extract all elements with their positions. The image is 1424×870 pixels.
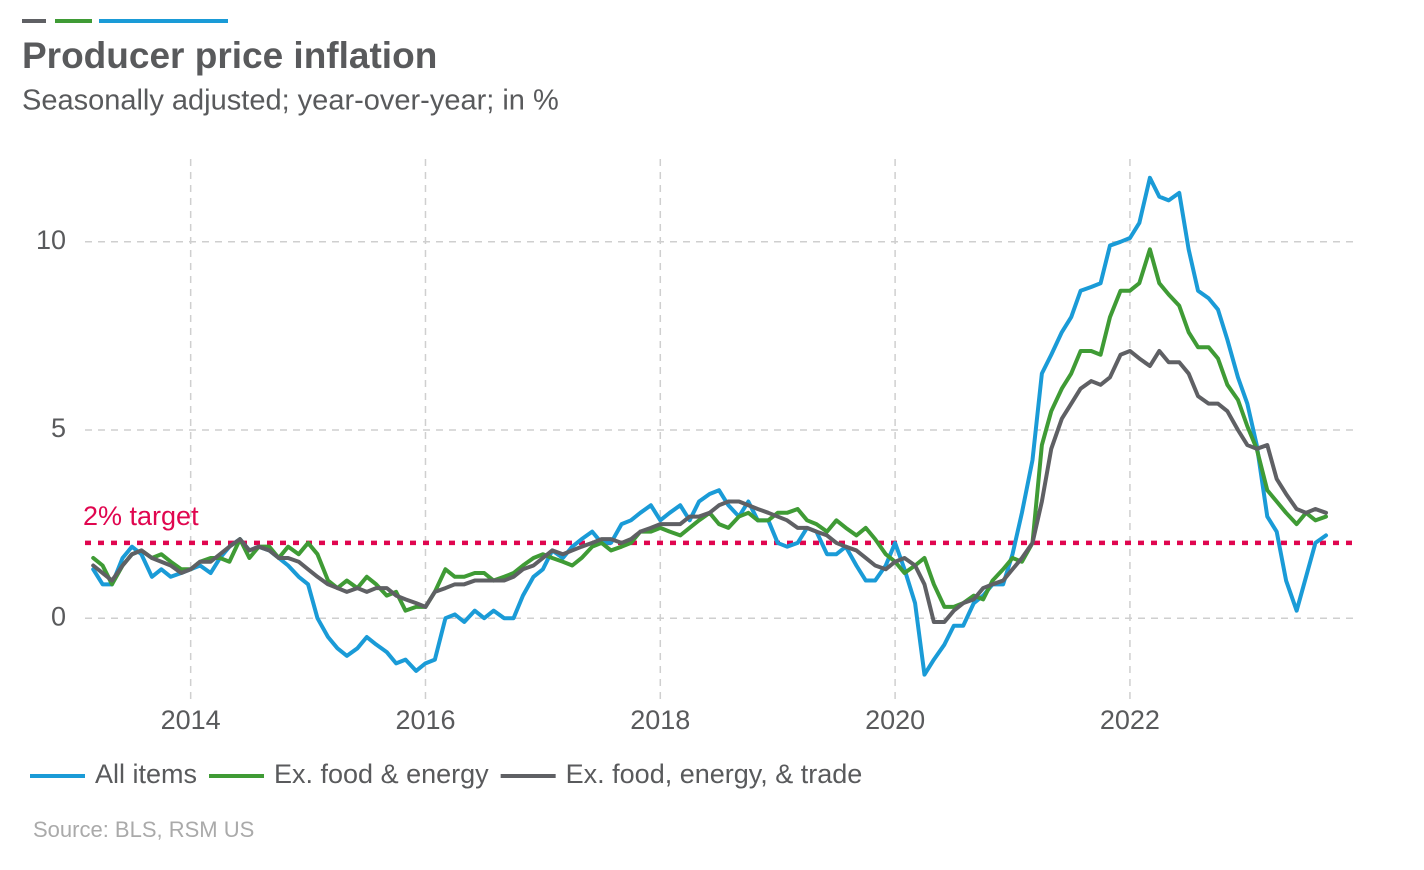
source-note: Source: BLS, RSM US — [33, 817, 254, 842]
chart-title: Producer price inflation — [22, 35, 437, 76]
legend: All items Ex. food & energy Ex. food, ener… — [30, 759, 862, 789]
x-tick-label: 2018 — [630, 705, 690, 735]
series-line — [91, 175, 1328, 677]
y-tick-label: 0 — [51, 601, 66, 631]
legend-label: All items — [95, 759, 197, 789]
x-tick-label: 2022 — [1100, 705, 1160, 735]
chart-subtitle: Seasonally adjusted; year-over-year; in … — [22, 85, 559, 117]
legend-label: Ex. food, energy, & trade — [566, 759, 863, 789]
x-tick-label: 2016 — [395, 705, 455, 735]
plot-area: 2% target — [83, 175, 1353, 677]
y-tick-label: 10 — [36, 225, 66, 255]
target-label: 2% target — [83, 501, 199, 531]
series-line — [91, 348, 1328, 624]
x-tick-label: 2020 — [865, 705, 925, 735]
legend-label: Ex. food & energy — [274, 759, 489, 789]
y-tick-label: 5 — [51, 413, 66, 443]
x-tick-label: 2014 — [161, 705, 221, 735]
grid: 0 5 10 2014 2016 2018 2020 2022 — [36, 159, 1353, 735]
